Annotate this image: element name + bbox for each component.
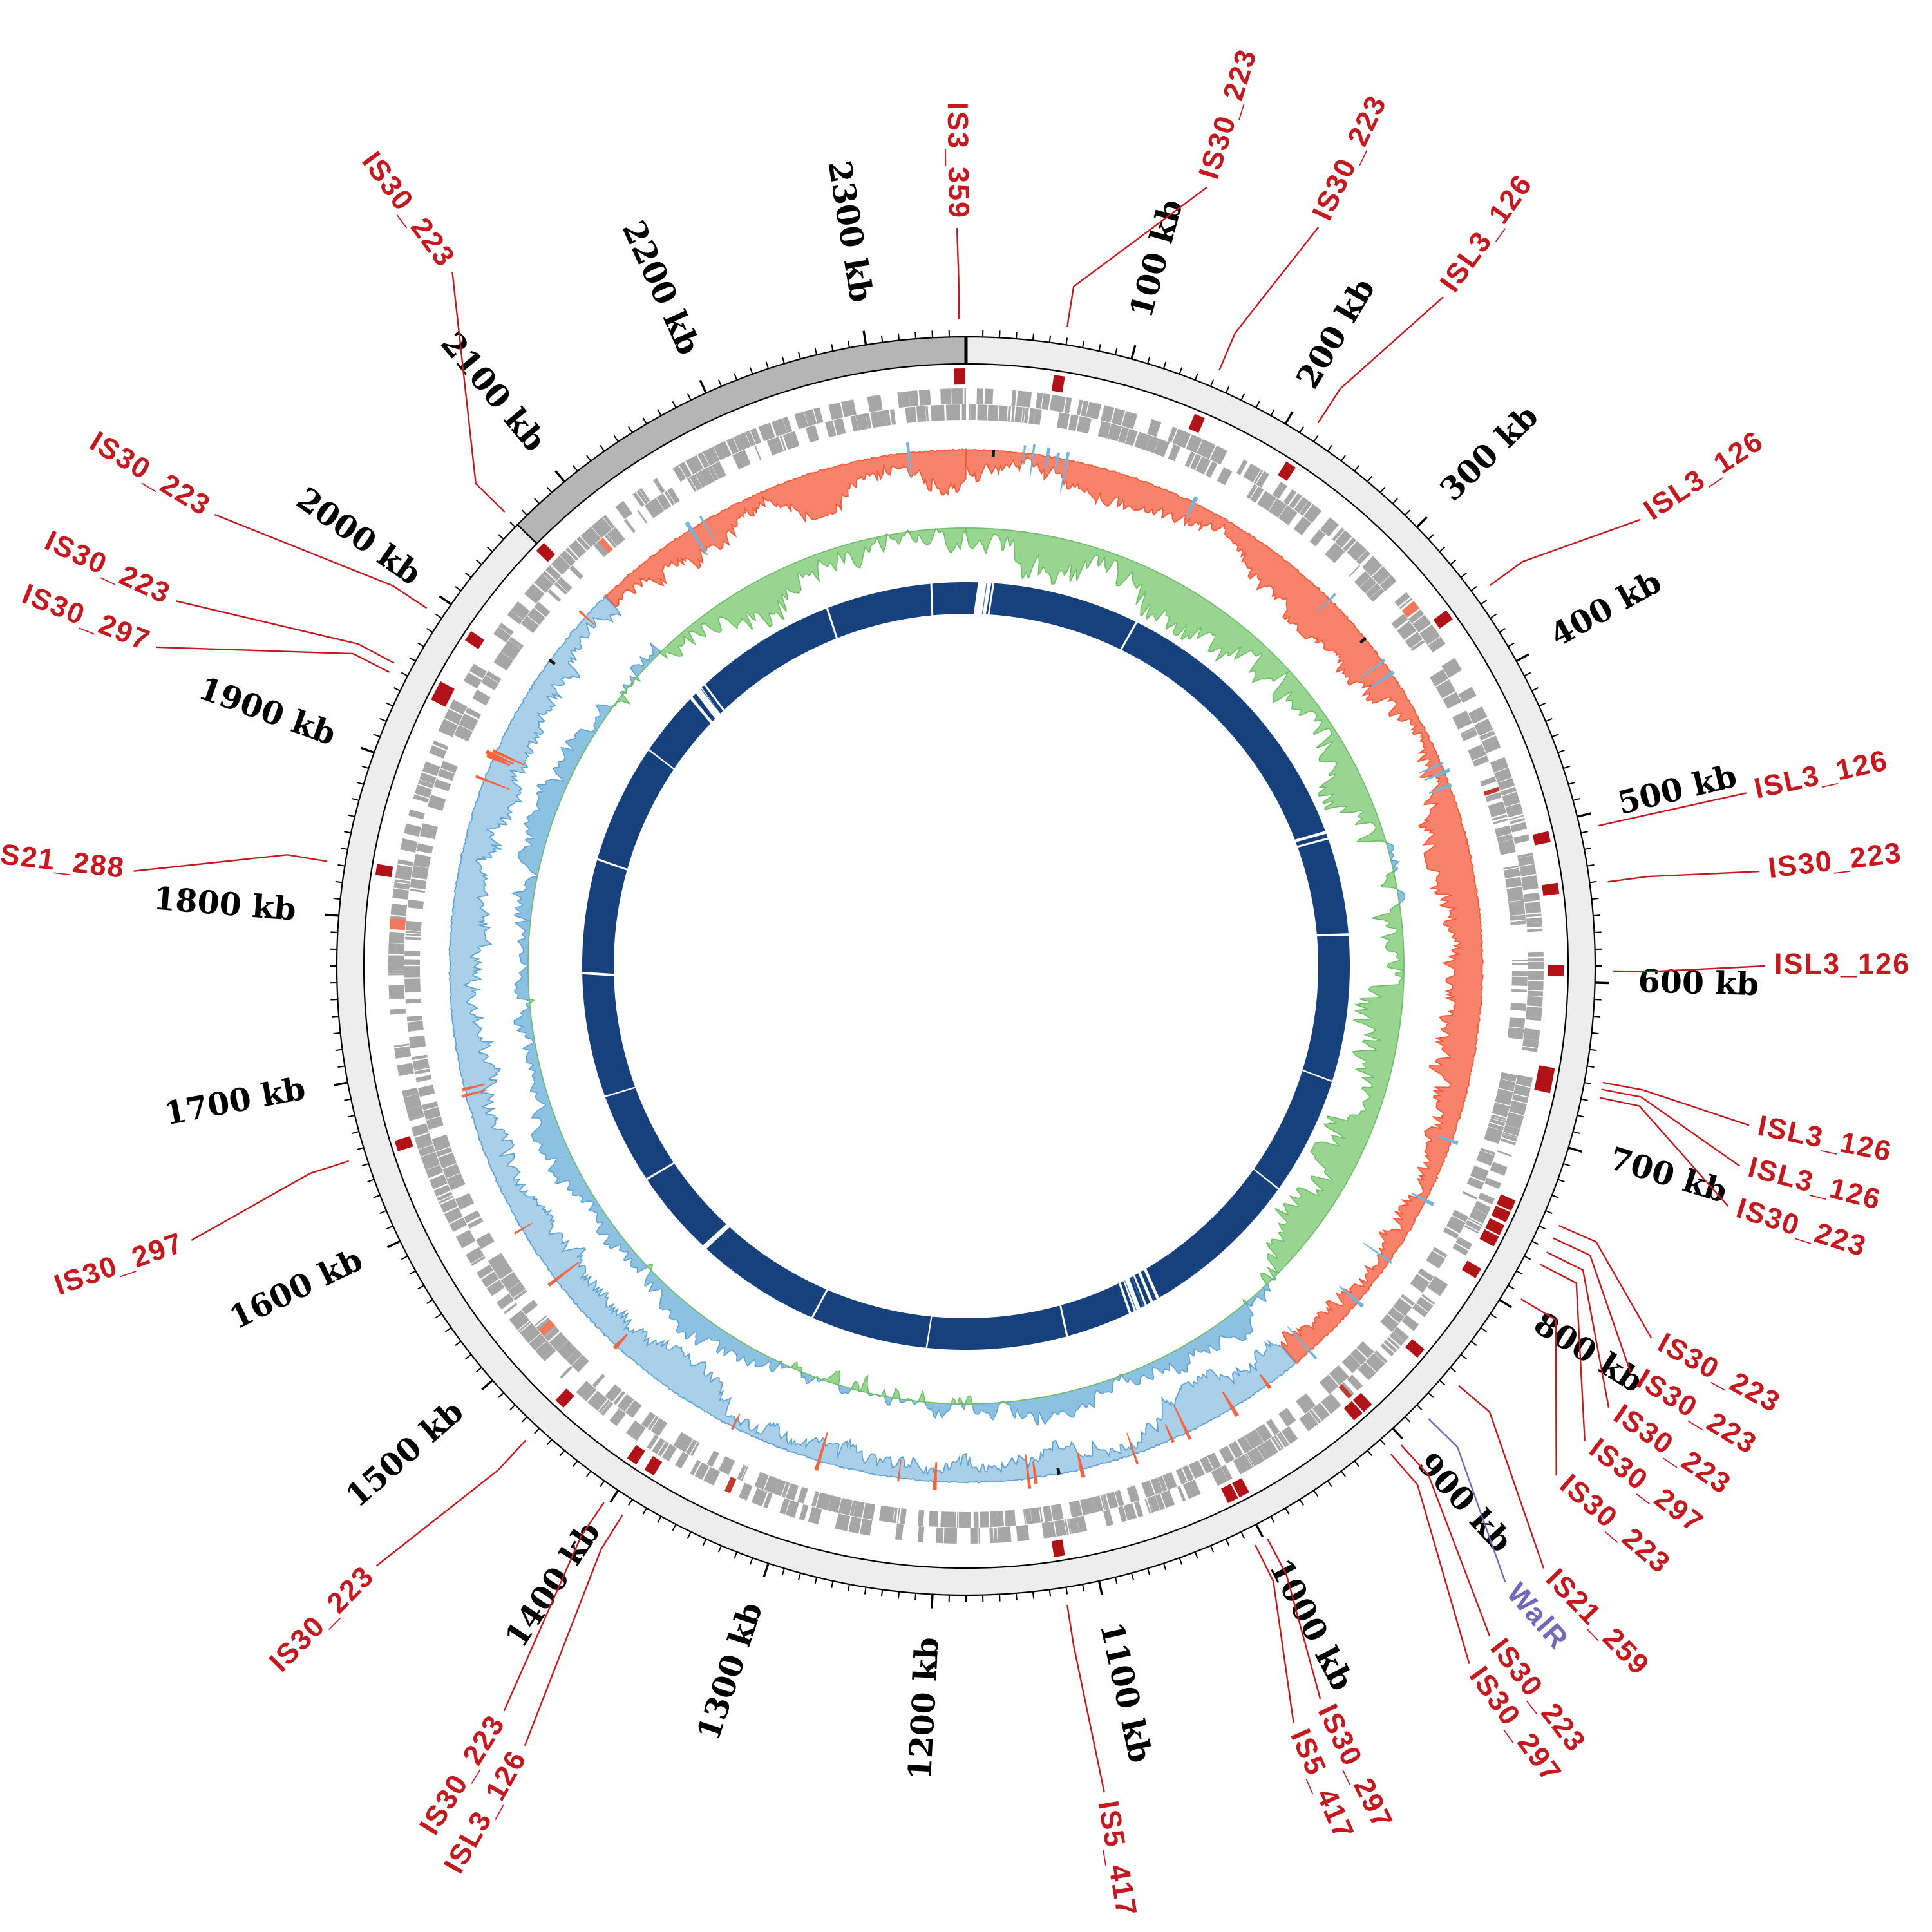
axis-tick-label: 200 kb — [1289, 272, 1382, 395]
annotation-label: IS30_223 — [84, 424, 216, 522]
annotation-label: IS5_417 — [1092, 1798, 1143, 1919]
annotation-label: IS21_288 — [0, 837, 127, 884]
alignment-ring — [581, 581, 1350, 1350]
axis-tick-label: 100 kb — [1122, 195, 1189, 321]
annotation-leader — [1546, 1251, 1610, 1408]
annotation-label: IS30_223 — [355, 146, 462, 273]
axis-tick-label: 2000 kb — [290, 480, 428, 592]
annotation-label: ISL3_126 — [1774, 947, 1910, 980]
axis-tick-label: 1000 kb — [1262, 1553, 1361, 1696]
annotation-leader — [956, 228, 960, 319]
annotation-leader — [1599, 1097, 1729, 1207]
axis-tick-label: 500 kb — [1614, 757, 1740, 822]
is-element-ticks — [375, 368, 1564, 1557]
annotation-leader — [1553, 1237, 1632, 1374]
axis-tick-label: 900 kb — [1410, 1445, 1520, 1559]
axis-tick-label: 1800 kb — [152, 880, 298, 929]
annotation-leaders — [133, 186, 1766, 1793]
axis-tick-label: 1600 kb — [223, 1240, 368, 1336]
annotation-leader — [176, 600, 395, 664]
annotation-leader — [214, 513, 428, 609]
axis-tick-label: 1900 kb — [194, 669, 341, 753]
axis-tick-label: 300 kb — [1433, 397, 1546, 508]
axis-tick-label: 1200 kb — [901, 1636, 946, 1781]
annotation-labels: IS3_359 IS30_223 IS30_223 ISL3_126 ISL3_126 I… — [0, 44, 1910, 1919]
axis-tick-label: 700 kb — [1605, 1139, 1731, 1210]
axis-tick-label: 2300 kb — [820, 158, 880, 305]
annotation-leader — [191, 1160, 350, 1241]
axis-tick-label: 1400 kb — [497, 1514, 607, 1654]
axis-tick-label: 1500 kb — [338, 1392, 470, 1515]
ruler-ring — [336, 336, 1596, 1596]
annotation-leader — [1390, 1454, 1470, 1664]
annotation-leader — [1540, 1264, 1586, 1441]
annotation-leader — [1489, 518, 1641, 587]
axis-tick-label: 400 kb — [1544, 563, 1667, 654]
axis-tick-label: 2200 kb — [615, 215, 708, 361]
annotation-leader — [1558, 1225, 1653, 1339]
axis-tick-label: 1300 kb — [690, 1598, 770, 1745]
annotation-leader — [1255, 1544, 1294, 1723]
annotation-label: IS30_297 — [50, 1226, 188, 1302]
annotation-leader — [1428, 1418, 1506, 1582]
cds-track — [388, 388, 1544, 1544]
axis-tick-label: 2100 kb — [433, 325, 553, 459]
annotation-label: ISL3_126 — [1638, 424, 1769, 526]
annotation-leader — [375, 1439, 527, 1567]
annotation-label: IS30_223 — [1305, 90, 1393, 225]
annotation-label: ISL3_126 — [1433, 168, 1539, 298]
annotation-leader — [1520, 1298, 1557, 1476]
annotation-leader — [1613, 965, 1766, 972]
annotation-leader — [133, 854, 328, 872]
annotation-label: IS3_359 — [942, 102, 976, 219]
annotation-leader — [503, 1502, 605, 1712]
annotation-leader — [524, 1514, 623, 1747]
axis-tick-label: 600 kb — [1638, 962, 1759, 1003]
annotation-leader — [1602, 1081, 1750, 1126]
axis-tick-label: 1100 kb — [1093, 1618, 1160, 1766]
annotation-leader — [451, 271, 506, 513]
annotation-label: IS30_223 — [1192, 44, 1263, 182]
annotation-leader — [1066, 186, 1208, 327]
annotation-label: ISL3_126 — [1751, 743, 1891, 804]
ruler-ticks — [325, 330, 1609, 1609]
annotation-leader — [1267, 1538, 1321, 1700]
annotation-label: IS30_223 — [263, 1559, 381, 1678]
annotation-leader — [1218, 227, 1320, 371]
annotation-leader — [1400, 1444, 1491, 1637]
annotation-leader — [1317, 296, 1444, 424]
annotation-leader — [1607, 870, 1760, 883]
axis-tick-label: 1700 kb — [161, 1070, 308, 1133]
gc-deviation-track — [448, 442, 1484, 1490]
axis-tick-label: 800 kb — [1528, 1304, 1650, 1400]
skew-track — [511, 527, 1406, 1426]
annotation-leader — [156, 646, 390, 673]
annotation-leader — [1458, 1385, 1545, 1569]
annotation-label: IS30_223 — [1766, 836, 1904, 884]
annotation-leader — [1601, 1088, 1741, 1167]
annotation-leader — [1597, 792, 1747, 827]
annotation-leader — [1066, 1605, 1105, 1793]
